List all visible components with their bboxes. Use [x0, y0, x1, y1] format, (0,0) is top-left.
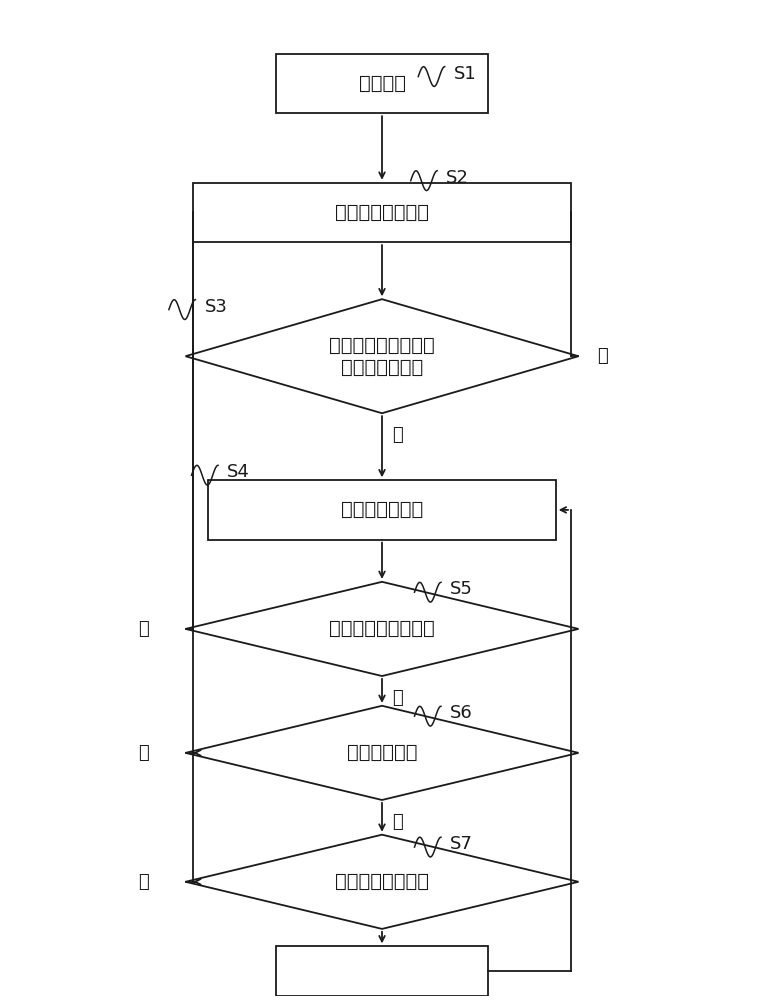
Text: S2: S2: [446, 169, 469, 187]
Polygon shape: [186, 299, 578, 413]
Text: S6: S6: [450, 704, 473, 722]
Polygon shape: [186, 582, 578, 676]
Text: 否: 否: [392, 689, 403, 707]
Text: 光碟机在供电状态: 光碟机在供电状态: [335, 203, 429, 222]
Text: 触动进片传感器？: 触动进片传感器？: [335, 872, 429, 891]
Bar: [277, 54, 487, 113]
Text: S5: S5: [450, 580, 473, 598]
Bar: [209, 480, 555, 540]
Bar: [277, 946, 487, 996]
Text: S3: S3: [205, 298, 228, 316]
Text: S4: S4: [227, 463, 250, 481]
Text: 是: 是: [392, 426, 403, 444]
Text: 经主机使用光碟机？: 经主机使用光碟机？: [329, 619, 435, 638]
Bar: [193, 183, 571, 242]
Polygon shape: [186, 835, 578, 929]
Text: 按压退片键？: 按压退片键？: [347, 743, 417, 762]
Text: 否: 否: [392, 813, 403, 831]
Text: 未使用光碟机的时间
超过预设时间？: 未使用光碟机的时间 超过预设时间？: [329, 336, 435, 377]
Polygon shape: [186, 706, 578, 800]
Text: S7: S7: [450, 835, 473, 853]
Text: 是: 是: [138, 744, 149, 762]
Text: 是: 是: [138, 620, 149, 638]
Text: 切断光碟机供电: 切断光碟机供电: [341, 500, 423, 519]
Text: 否: 否: [597, 347, 608, 365]
Text: 是: 是: [138, 873, 149, 891]
Text: S1: S1: [454, 65, 477, 83]
Text: 系统开机: 系统开机: [358, 74, 406, 93]
